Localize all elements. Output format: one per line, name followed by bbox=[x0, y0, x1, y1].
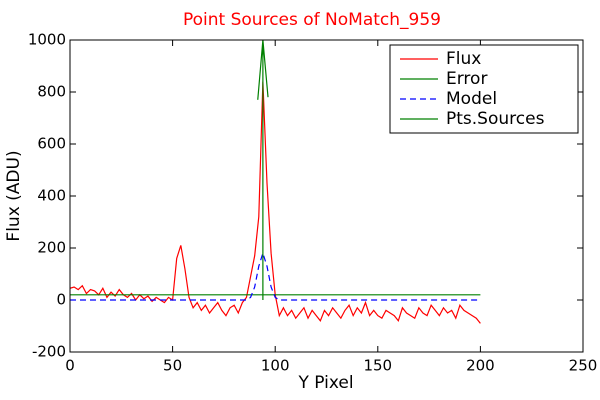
y-tick-label: 400 bbox=[37, 187, 66, 205]
y-tick-label: 1000 bbox=[28, 31, 66, 49]
x-tick-label: 0 bbox=[65, 357, 75, 375]
y-tick-label: 600 bbox=[37, 135, 66, 153]
x-tick-label: 250 bbox=[569, 357, 598, 375]
y-tick-label: 800 bbox=[37, 83, 66, 101]
y-tick-label: 200 bbox=[37, 239, 66, 257]
legend-label: Flux bbox=[446, 49, 481, 69]
legend-label: Model bbox=[446, 89, 497, 109]
legend-label: Error bbox=[446, 69, 487, 89]
chart-title: Point Sources of NoMatch_959 bbox=[183, 10, 441, 30]
legend-label: Pts.Sources bbox=[446, 109, 545, 129]
x-tick-label: 200 bbox=[466, 357, 495, 375]
y-axis-label: Flux (ADU) bbox=[4, 150, 24, 241]
legend-box bbox=[389, 44, 579, 134]
data-line bbox=[257, 40, 269, 300]
x-tick-label: 50 bbox=[163, 357, 182, 375]
plot-frame bbox=[69, 39, 584, 353]
data-line bbox=[70, 251, 481, 301]
x-tick-label: 100 bbox=[261, 357, 290, 375]
y-tick-label: -200 bbox=[32, 343, 66, 361]
y-tick-label: 0 bbox=[56, 291, 66, 309]
x-axis-label: Y Pixel bbox=[297, 373, 353, 393]
x-tick-label: 150 bbox=[363, 357, 392, 375]
